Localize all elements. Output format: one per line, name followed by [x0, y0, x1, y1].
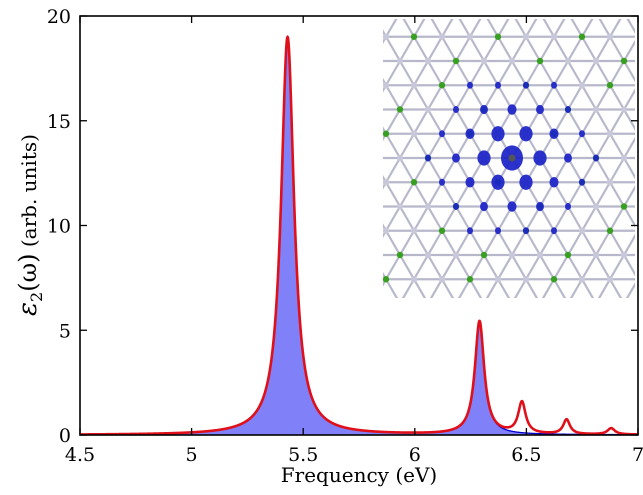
y-tick-label: 5 — [59, 320, 71, 342]
plot-area — [80, 34, 638, 435]
y-axis-label-symbol: ε — [13, 302, 43, 316]
x-axis-label: Frequency (eV) — [281, 463, 437, 487]
x-tick-label: 6.5 — [511, 444, 541, 466]
y-tick-label: 15 — [47, 111, 71, 133]
x-tick-label: 4.5 — [65, 444, 95, 466]
total-spectrum-line — [80, 35, 638, 435]
charge-density-inset-image — [383, 19, 635, 298]
x-tick-label: 5.5 — [288, 444, 318, 466]
x-tick-label: 6 — [409, 444, 421, 466]
svg-text:ε2(ω) (arb. units): ε2(ω) (arb. units) — [13, 134, 46, 316]
x-tick-label: 5 — [186, 444, 198, 466]
y-axis: 0 5 10 15 20 — [47, 6, 638, 447]
x-axis: 4.5 5 5.5 6 6.5 7 — [65, 16, 643, 466]
y-axis-label: ε2(ω) (arb. units) — [13, 134, 46, 316]
y-axis-label-units: (arb. units) — [17, 134, 41, 247]
y-tick-label: 0 — [59, 425, 71, 447]
x-tick-label: 7 — [632, 444, 643, 466]
y-tick-label: 10 — [47, 216, 71, 238]
y-axis-label-argument: (ω) — [14, 254, 42, 292]
y-axis-label-subscript: 2 — [27, 292, 46, 302]
y-tick-label: 20 — [47, 6, 71, 28]
